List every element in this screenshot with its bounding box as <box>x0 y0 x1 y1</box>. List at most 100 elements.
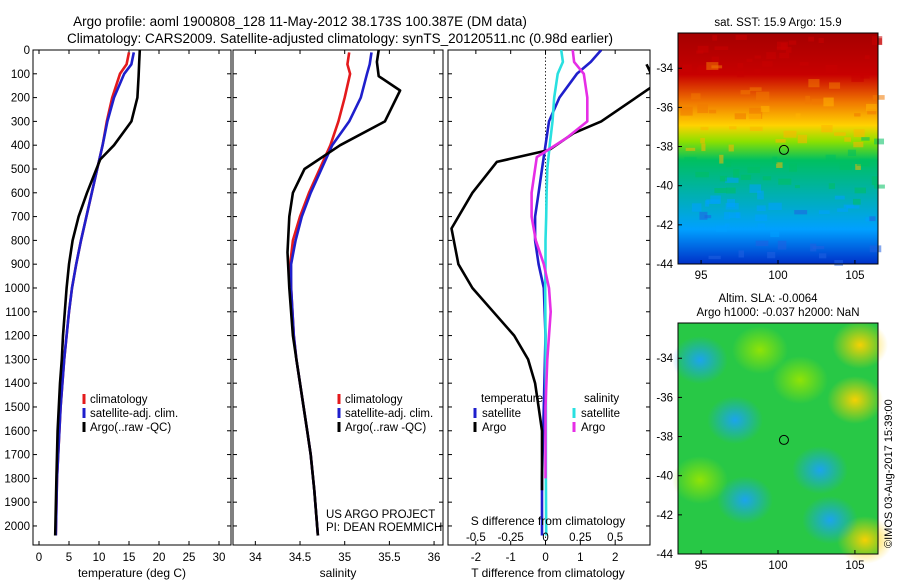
depth-tick-label: 1000 <box>4 283 30 295</box>
temperature-difference-label: T difference from climatology <box>471 566 625 580</box>
sst-texture-patch <box>772 156 778 164</box>
sst-texture-patch <box>735 35 747 40</box>
depth-tick-label: 500 <box>11 164 30 176</box>
legend-label: Argo <box>581 422 605 434</box>
sst-texture-patch <box>725 177 739 183</box>
sla-map-subtitle: Argo h1000: -0.037 h2000: NaN <box>696 307 859 319</box>
sst-texture-patch <box>871 36 883 46</box>
sst-texture-patch <box>719 154 724 164</box>
sst-texture-patch <box>701 143 706 152</box>
salinity-panel: 34 34.5 35 35.5 36 salinity climatology satel… <box>232 49 444 580</box>
sst-texture-patch <box>724 212 731 220</box>
sst-texture-patch <box>729 126 737 130</box>
x-tick-label: -2 <box>471 552 481 564</box>
sst-texture-patch <box>725 223 730 228</box>
map-x-tick-label: 105 <box>845 270 864 282</box>
sst-texture-patch <box>828 183 835 189</box>
x-tick-label: 0 <box>542 552 548 564</box>
sst-texture-patch <box>829 82 841 89</box>
sst-texture-patch <box>805 95 811 105</box>
sst-texture-patch <box>874 184 885 189</box>
sla-texture-blob <box>672 456 728 504</box>
depth-tick-label: 100 <box>11 69 30 81</box>
sst-texture-patch <box>856 160 869 166</box>
s-tick-label: 0.5 <box>607 532 623 544</box>
sst-texture-patch <box>708 109 717 114</box>
sla-argo-location-marker <box>778 434 789 445</box>
depth-tick-label: 2000 <box>4 521 30 533</box>
sst-texture-patch <box>834 260 844 266</box>
legend-label: Argo(..raw -QC) <box>90 422 171 434</box>
sst-map-ticks: 95 100 105 -34 -36 -38 -40 -42 -44 <box>656 63 864 282</box>
sst-argo-location-marker <box>778 144 789 155</box>
map-y-tick-label: -40 <box>656 471 673 483</box>
sst-texture-patch <box>711 65 723 69</box>
x-tick-label: 34.5 <box>289 552 311 564</box>
sst-texture-patch <box>708 255 721 260</box>
x-tick-label: 1 <box>577 552 583 564</box>
sst-texture-patch <box>748 113 762 121</box>
salinity-difference-ticks: -0.5 -0.25 0 0.25 0.5 <box>466 532 623 544</box>
sst-texture-patch <box>834 195 845 200</box>
sst-texture-patch <box>783 130 797 138</box>
sst-texture-patch <box>749 87 762 92</box>
sla-texture-blob <box>832 321 888 369</box>
sst-texture-patch <box>779 52 790 59</box>
imos-credit: ©IMOS 03-Aug-2017 15:39:00 <box>883 399 895 548</box>
legend-label: satellite-adj. clim. <box>90 408 178 420</box>
sst-texture-patch <box>747 166 761 174</box>
map-y-tick-label: -34 <box>656 63 673 75</box>
sst-texture-patch <box>719 175 728 182</box>
sst-texture-patch <box>778 178 792 185</box>
sst-texture-patch <box>685 147 696 151</box>
sst-texture-patch <box>697 104 709 114</box>
map-y-tick-label: -36 <box>656 392 673 404</box>
map-y-tick-label: -42 <box>656 510 673 522</box>
sst-texture-patch <box>740 174 752 180</box>
sst-texture-patch <box>725 159 732 167</box>
x-tick-label: -1 <box>506 552 516 564</box>
temperature-xlabel: temperature (deg C) <box>78 566 186 580</box>
depth-tick-label: 1100 <box>5 307 30 319</box>
sst-texture-patch <box>681 116 690 121</box>
salinity-difference-label: S difference from climatology <box>471 514 626 528</box>
sst-texture-patch <box>825 154 836 161</box>
sst-texture-patch <box>711 56 719 63</box>
x-tick-label: 35.5 <box>378 552 400 564</box>
sst-texture-patch <box>851 72 864 82</box>
sla-map-title: Altim. SLA: -0.0064 <box>718 293 818 305</box>
sst-texture-patch <box>755 240 769 247</box>
sla-texture-blob <box>717 476 773 524</box>
x-tick-label: 2 <box>612 552 618 564</box>
depth-tick-label: 400 <box>11 140 30 152</box>
sst-texture-patch <box>776 41 789 49</box>
sst-texture-patch <box>680 106 693 116</box>
sst-map-image <box>678 33 878 264</box>
sst-texture-patch <box>847 149 857 157</box>
depth-tick-label: 1600 <box>4 426 30 438</box>
sst-texture-patch <box>788 40 797 45</box>
s-tick-label: 0 <box>542 532 548 544</box>
sst-texture-patch <box>729 212 740 218</box>
sla-texture-blob <box>827 376 883 424</box>
depth-tick-label: 800 <box>11 235 30 247</box>
sst-texture-patch <box>861 137 870 141</box>
depth-tick-label: 0 <box>24 45 30 57</box>
sst-texture-patch <box>714 46 729 51</box>
s-tick-label: -0.25 <box>498 532 524 544</box>
sst-texture-patch <box>727 198 736 208</box>
legend-label: satellite-adj. clim. <box>345 408 433 420</box>
sst-texture-patch <box>855 164 861 170</box>
sla-texture-blob <box>672 336 728 384</box>
sst-texture-patch <box>854 113 861 117</box>
map-y-tick-label: -44 <box>656 259 673 271</box>
sst-texture-patch <box>794 185 800 189</box>
sst-texture-patch <box>799 62 809 66</box>
sst-texture-patch <box>712 35 718 41</box>
sst-texture-patch <box>869 216 876 222</box>
sst-texture-patch <box>789 163 797 172</box>
legend-label: Argo(..raw -QC) <box>345 422 426 434</box>
depth-tick-label: 1700 <box>4 450 30 462</box>
sla-texture-blob <box>802 496 858 544</box>
